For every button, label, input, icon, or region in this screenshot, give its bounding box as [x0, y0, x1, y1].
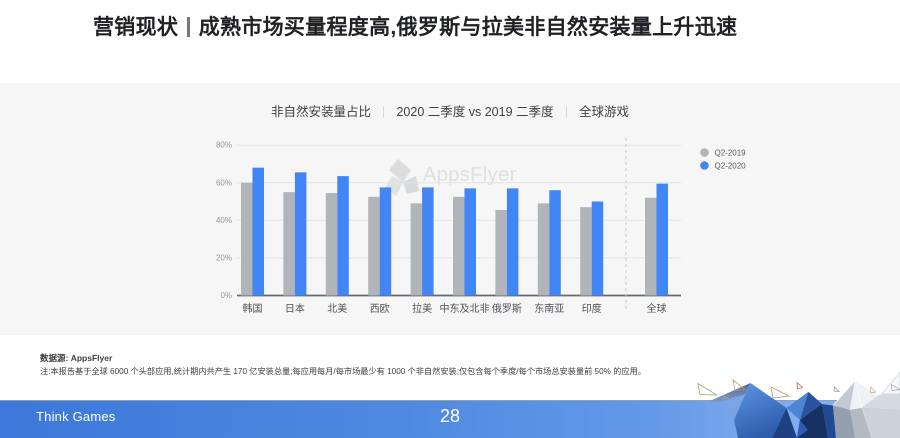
footer-brand: Think Games — [36, 409, 116, 424]
bar-q2-2019-日本 — [283, 192, 295, 296]
title-divider — [187, 17, 190, 37]
bar-q2-2020-东南亚 — [549, 190, 561, 296]
bar-q2-2020-全球 — [656, 183, 668, 296]
chart-title: 非自然安装量占比 ｜ 2020 二季度 vs 2019 二季度 ｜ 全球游戏 — [0, 101, 900, 120]
legend-dot-q2-2019 — [700, 148, 709, 157]
slide-title-text: 成熟市场买量程度高,俄罗斯与拉美非自然安装量上升迅速 — [198, 16, 738, 39]
page-number: 28 — [439, 406, 461, 426]
category-label: 东南亚 — [534, 302, 564, 315]
legend-dot-q2-2020 — [700, 161, 709, 170]
bar-q2-2020-日本 — [294, 172, 307, 296]
chart-title-separator: ｜ — [377, 107, 390, 119]
bar-q2-2020-西欧 — [379, 187, 392, 296]
data-source-label: 数据源: AppsFlyer — [40, 353, 113, 363]
category-label: 北美 — [327, 302, 347, 315]
bar-q2-2020-拉美 — [422, 187, 434, 296]
chart-panel: 非自然安装量占比 ｜ 2020 二季度 vs 2019 二季度 ｜ 全球游戏 AppsF… — [0, 83, 900, 335]
outline-triangle — [697, 382, 719, 396]
bar-q2-2019-拉美 — [410, 203, 423, 296]
y-tick-label: 40% — [216, 216, 232, 225]
category-label: 西欧 — [370, 303, 390, 315]
bar-q2-2020-北美 — [337, 176, 349, 296]
bar-q2-2020-俄罗斯 — [506, 188, 519, 296]
outline-triangle — [870, 386, 877, 394]
footer-polygon-decoration — [697, 371, 900, 438]
legend-label: Q2-2019 — [715, 148, 747, 157]
watermark-text: AppsFlyer — [423, 164, 517, 186]
category-label: 日本 — [285, 302, 305, 315]
bar-q2-2019-中东及北非 — [453, 196, 465, 296]
y-tick-label: 60% — [216, 178, 232, 187]
chart-svg: 0% 20% 40% 60% 80% 韩国 日本 北美 西欧 拉美 中东及北非 俄罗斯 东南亚 印度 全球 Q… — [216, 138, 747, 315]
bar-q2-2019-全球 — [645, 197, 657, 296]
chart-title-part1: 非自然安装量占比 — [270, 105, 371, 119]
legend-label: Q2-2020 — [715, 161, 747, 170]
outline-triangle — [722, 395, 730, 399]
note-text: 注:本报告基于全球 6000 个头部应用,统计期内共产生 170 亿安装总量;每… — [40, 367, 646, 376]
notes: 数据源: AppsFlyer 注:本报告基于全球 6000 个头部应用,统计期内… — [40, 352, 646, 378]
chart-title-separator: ｜ — [560, 107, 573, 119]
category-label: 韩国 — [243, 302, 263, 315]
category-label: 俄罗斯 — [492, 302, 522, 315]
category-label: 印度 — [582, 302, 602, 315]
bar-q2-2020-印度 — [591, 201, 604, 296]
bar-q2-2019-西欧 — [368, 196, 380, 296]
chart-title-part2: 2020 二季度 vs 2019 二季度 — [396, 105, 554, 119]
slide-title-prefix: 营销现状 — [93, 16, 179, 39]
bar-q2-2019-俄罗斯 — [495, 209, 507, 296]
category-label: 拉美 — [412, 302, 432, 315]
outline-triangle — [833, 386, 840, 392]
outline-triangle — [891, 383, 900, 391]
bar-q2-2019-印度 — [580, 207, 592, 296]
y-tick-label: 0% — [220, 291, 232, 300]
outline-triangle — [770, 386, 791, 399]
slide-title: 营销现状 成熟市场买量程度高,俄罗斯与拉美非自然安装量上升迅速 — [93, 11, 737, 41]
chart-title-part3: 全球游戏 — [579, 105, 630, 119]
category-label: 中东及北非 — [440, 302, 490, 315]
bar-q2-2020-中东及北非 — [464, 188, 476, 296]
bar-q2-2019-韩国 — [241, 182, 253, 296]
y-tick-label: 80% — [216, 141, 232, 150]
outline-triangle — [796, 381, 804, 390]
category-label: 全球 — [647, 302, 667, 315]
bar-q2-2019-北美 — [325, 193, 338, 296]
y-tick-label: 20% — [216, 254, 232, 263]
outline-triangle — [732, 379, 747, 391]
bar-q2-2020-韩国 — [252, 167, 264, 296]
bar-q2-2019-东南亚 — [537, 203, 550, 296]
appsflyer-watermark: AppsFlyer — [385, 158, 517, 198]
